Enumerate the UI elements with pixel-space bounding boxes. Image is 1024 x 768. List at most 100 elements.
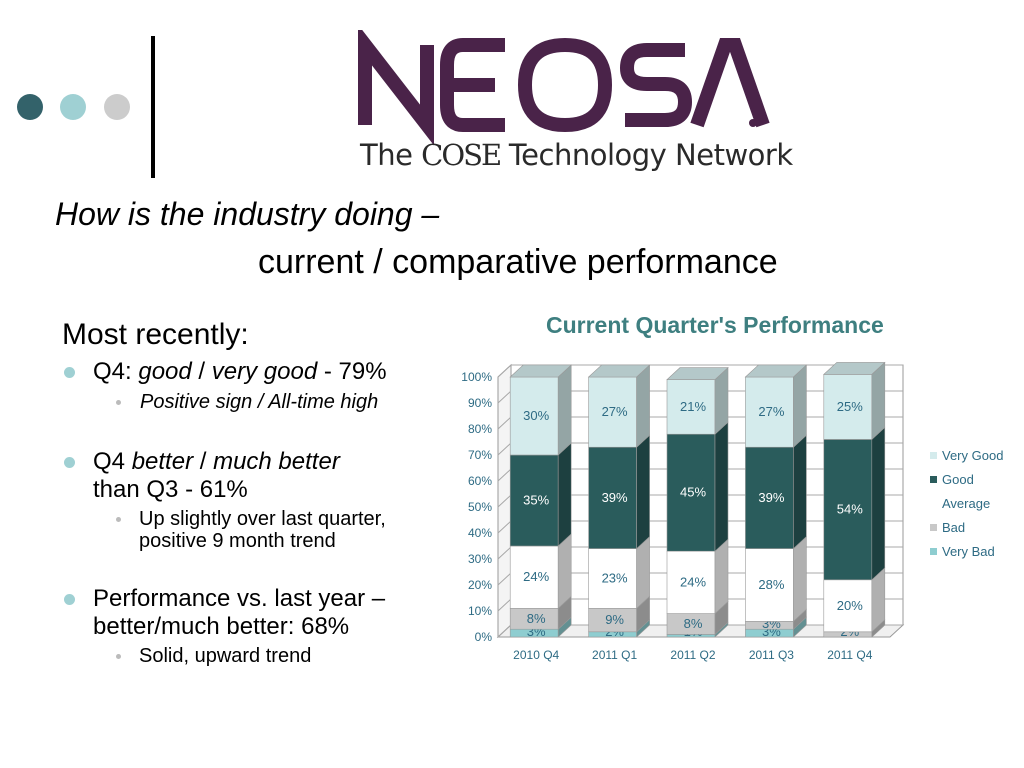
- data-label: 24%: [523, 569, 549, 584]
- decor-dot-gray: [104, 94, 130, 120]
- decor-dot-dark: [17, 94, 43, 120]
- sub-bullet-marker-3: [116, 654, 121, 659]
- data-label: 25%: [837, 399, 863, 414]
- bar-segment-side: [871, 426, 886, 581]
- bullet-2: Q4 better / much better: [93, 448, 340, 475]
- legend-swatch: [930, 524, 937, 531]
- chart-title: Current Quarter's Performance: [546, 312, 884, 338]
- bar-segment: [509, 376, 559, 456]
- x-category-label: 2011 Q1: [592, 648, 637, 662]
- y-tick-label: 90%: [468, 396, 492, 410]
- legend-label: Average: [942, 496, 990, 511]
- y-tick-label: 70%: [468, 448, 492, 462]
- y-tick-label: 30%: [468, 552, 492, 566]
- x-category-label: 2011 Q2: [670, 648, 715, 662]
- bar-segment: [666, 550, 716, 614]
- bullet-2-line2: than Q3 - 61%: [93, 476, 248, 503]
- bar-segment-side: [714, 421, 729, 552]
- y-tick-label: 10%: [468, 604, 492, 618]
- data-label: 28%: [758, 577, 784, 592]
- bullet-3: Performance vs. last year –: [93, 585, 386, 612]
- bar-segment-side: [871, 361, 886, 441]
- bar-segment: [509, 545, 559, 609]
- bullet-marker-3: [64, 594, 75, 605]
- bar-segment-side: [793, 535, 807, 623]
- legend-swatch: [930, 476, 937, 483]
- bar-segment-side: [557, 364, 572, 456]
- bar-segment-side: [557, 533, 572, 610]
- y-tick-label: 0%: [475, 630, 493, 644]
- bullet-marker-2: [64, 457, 75, 468]
- bar-segment: [823, 579, 873, 633]
- bar-segment-side: [714, 538, 729, 615]
- data-label: 54%: [837, 502, 863, 517]
- logo-tagline: The COSE Technology Network: [360, 138, 793, 172]
- bar-segment: [509, 454, 559, 547]
- x-category-label: 2011 Q4: [827, 648, 872, 662]
- data-label: 30%: [523, 408, 549, 423]
- bullet-3-line2: better/much better: 68%: [93, 613, 350, 640]
- stacked-bar-chart: 0%10%20%30%40%50%60%70%80%90%100%3%8%24%…: [461, 361, 1003, 662]
- data-label: 27%: [758, 404, 784, 419]
- legend-swatch: [930, 548, 937, 555]
- data-label: 8%: [527, 611, 546, 626]
- bar-top: [744, 364, 808, 378]
- bar-top: [587, 364, 651, 378]
- legend-label: Very Bad: [942, 544, 995, 559]
- legend-label: Bad: [942, 520, 965, 535]
- y-tick-label: 50%: [468, 500, 492, 514]
- y-tick-label: 40%: [468, 526, 492, 540]
- bar-segment-side: [636, 364, 650, 448]
- bar-segment-side: [793, 434, 807, 550]
- data-label: 39%: [758, 490, 784, 505]
- legend-swatch: [930, 452, 937, 459]
- bar-segment-side: [793, 364, 807, 448]
- bullet-marker-1: [64, 367, 75, 378]
- sub-bullet-marker-1: [116, 400, 121, 405]
- data-label: 8%: [684, 616, 703, 631]
- bar-segment: [745, 548, 794, 622]
- data-label: 23%: [602, 571, 628, 586]
- lead-text: Most recently:: [62, 318, 249, 351]
- y-tick-label: 100%: [461, 370, 492, 384]
- bullet-1-sub: Positive sign / All-time high: [140, 391, 379, 413]
- neosa-dot: [749, 119, 757, 127]
- neosa-wordmark: [358, 30, 770, 146]
- bar-segment-side: [557, 442, 572, 547]
- bar-segment-side: [636, 535, 650, 610]
- bar-segment: [823, 439, 873, 581]
- bar-segment: [745, 446, 794, 549]
- cose-mark: COSE: [421, 138, 502, 172]
- bullet-2-sub-line2: positive 9 month trend: [139, 530, 336, 552]
- data-label: 20%: [837, 598, 863, 613]
- slide-title-line1: How is the industry doing –: [55, 196, 440, 232]
- bar-top: [666, 367, 729, 380]
- bar-segment: [588, 376, 637, 448]
- bullet-3-sub: Solid, upward trend: [139, 645, 312, 667]
- data-label: 35%: [523, 493, 549, 508]
- bar-segment: [666, 433, 716, 552]
- bar-segment: [745, 376, 794, 448]
- sub-bullet-marker-2: [116, 517, 121, 522]
- bar-segment-side: [636, 434, 650, 550]
- data-label: 27%: [602, 404, 628, 419]
- bar-segment: [588, 446, 637, 549]
- decor-divider: [151, 36, 155, 178]
- bar-segment: [823, 374, 873, 440]
- legend-label: Very Good: [942, 448, 1003, 463]
- y-tick-label: 80%: [468, 422, 492, 436]
- data-label: 39%: [602, 490, 628, 505]
- x-category-label: 2011 Q3: [749, 648, 794, 662]
- slide-title-line2: current / comparative performance: [258, 243, 778, 281]
- y-tick-label: 20%: [468, 578, 492, 592]
- data-label: 45%: [680, 485, 706, 500]
- bar-top: [823, 362, 886, 375]
- data-label: 21%: [680, 399, 706, 414]
- x-category-label: 2010 Q4: [513, 648, 559, 662]
- bar-segment: [588, 548, 637, 609]
- neosa-logo: ®: [358, 30, 770, 146]
- decor-dot-teal: [60, 94, 86, 120]
- data-label: 9%: [605, 612, 624, 627]
- data-label: 24%: [680, 574, 706, 589]
- y-tick-label: 60%: [468, 474, 492, 488]
